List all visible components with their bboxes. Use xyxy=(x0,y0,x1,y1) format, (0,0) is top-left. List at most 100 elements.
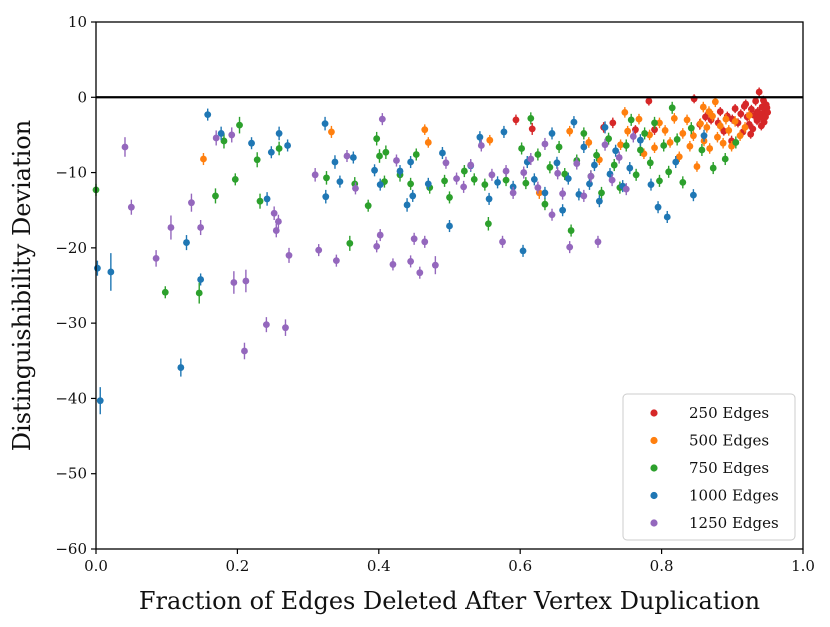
data-point xyxy=(321,120,329,128)
data-point xyxy=(494,178,501,186)
data-point xyxy=(548,211,556,219)
data-point xyxy=(741,124,749,131)
data-point xyxy=(352,184,359,192)
data-point xyxy=(651,119,658,127)
data-point xyxy=(716,108,724,115)
data-point xyxy=(195,289,203,297)
data-point xyxy=(275,130,283,137)
data-point xyxy=(656,177,663,185)
data-point xyxy=(646,159,654,167)
legend-marker xyxy=(650,464,658,472)
data-point xyxy=(672,158,680,166)
data-point xyxy=(177,364,185,371)
data-point xyxy=(183,239,190,246)
y-tick-label: −40 xyxy=(55,389,87,407)
data-point xyxy=(725,127,733,134)
data-point xyxy=(522,179,530,187)
data-point xyxy=(697,120,704,128)
x-tick-label: 0.8 xyxy=(650,557,674,575)
data-point xyxy=(651,126,658,134)
data-point xyxy=(686,142,694,150)
data-point xyxy=(270,209,278,217)
legend-marker xyxy=(650,436,658,445)
data-point xyxy=(470,175,478,183)
data-point xyxy=(107,268,115,276)
data-point xyxy=(564,175,572,182)
legend-label: 750 Edges xyxy=(689,459,769,477)
data-point xyxy=(409,192,417,200)
data-point xyxy=(598,189,605,197)
data-point xyxy=(519,247,527,255)
data-point xyxy=(421,238,429,246)
data-point xyxy=(740,102,748,110)
data-point xyxy=(376,181,384,189)
data-point xyxy=(654,203,662,211)
data-point xyxy=(96,397,104,405)
data-point xyxy=(679,130,687,137)
data-point xyxy=(382,148,390,156)
data-point xyxy=(716,122,724,130)
data-point xyxy=(721,155,729,163)
data-point xyxy=(373,135,381,143)
data-point xyxy=(663,213,671,221)
data-point xyxy=(376,152,383,160)
data-point xyxy=(541,200,549,208)
data-point xyxy=(453,175,460,182)
series-1250-edges xyxy=(121,113,637,360)
data-point xyxy=(670,114,678,122)
data-point xyxy=(679,178,687,186)
data-point xyxy=(230,279,238,286)
data-point xyxy=(624,127,632,135)
data-point xyxy=(282,324,289,332)
data-point xyxy=(617,141,624,149)
data-point xyxy=(200,155,207,163)
data-point xyxy=(407,180,415,188)
data-point xyxy=(439,149,446,157)
data-point xyxy=(343,152,351,160)
data-point xyxy=(346,239,354,247)
data-point xyxy=(764,108,772,116)
data-point xyxy=(699,103,707,111)
data-point xyxy=(622,185,630,193)
data-point xyxy=(322,193,330,201)
data-point xyxy=(500,128,508,136)
legend-label: 500 Edges xyxy=(689,432,769,450)
data-point xyxy=(311,171,319,179)
data-point xyxy=(752,97,760,105)
data-point xyxy=(502,176,510,184)
data-point xyxy=(709,164,717,172)
data-point xyxy=(410,235,418,243)
data-point xyxy=(612,147,620,155)
data-point xyxy=(541,189,549,197)
data-point xyxy=(275,145,283,152)
data-point xyxy=(527,114,535,122)
data-point xyxy=(683,116,691,124)
data-point xyxy=(331,158,339,166)
data-point xyxy=(593,151,600,159)
data-point xyxy=(267,148,275,156)
legend-label: 1000 Edges xyxy=(689,487,779,505)
data-point xyxy=(534,151,542,158)
data-point xyxy=(272,227,280,234)
data-point xyxy=(188,199,195,207)
data-point xyxy=(732,139,740,146)
data-point xyxy=(722,115,730,123)
data-point xyxy=(212,192,219,200)
x-tick-label: 0.0 xyxy=(84,557,108,575)
plot-frame xyxy=(95,21,804,550)
data-point xyxy=(323,174,330,182)
data-point xyxy=(485,195,493,203)
y-tick-label: 0 xyxy=(77,88,87,106)
data-point xyxy=(553,159,561,167)
data-point xyxy=(393,157,400,164)
y-tick-label: −30 xyxy=(55,314,87,332)
data-point xyxy=(403,201,411,209)
data-point xyxy=(706,145,714,152)
data-point xyxy=(476,133,484,141)
data-point xyxy=(376,231,384,239)
data-point xyxy=(416,269,424,277)
data-point xyxy=(285,251,293,259)
x-tick-label: 0.4 xyxy=(367,557,391,575)
data-point xyxy=(527,155,535,163)
data-point xyxy=(231,175,239,183)
